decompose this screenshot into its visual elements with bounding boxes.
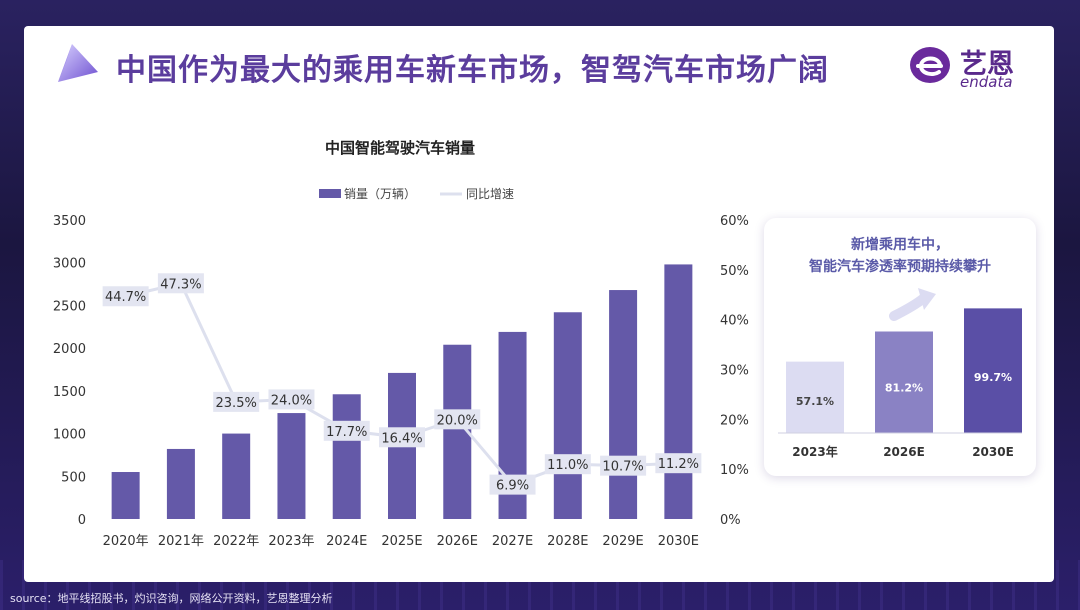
bar (553, 312, 582, 519)
penetration-title-line-1: 新增乘用车中， (851, 237, 949, 253)
y-tick-left: 500 (61, 470, 86, 485)
y-tick-left: 2500 (53, 299, 86, 314)
growth-label: 44.7% (105, 290, 146, 305)
slide-title: 中国作为最大的乘用车新车市场，智驾汽车市场广阔 (116, 53, 829, 88)
penetration-x-label: 2026E (883, 445, 925, 459)
x-tick-label: 2024E (326, 534, 367, 549)
growth-label: 20.0% (437, 413, 478, 428)
y-tick-right: 50% (720, 264, 749, 279)
penetration-title-line-2: 智能汽车渗透率预期持续攀升 (809, 259, 991, 275)
growth-label-bg (434, 409, 481, 430)
growth-label-bg (102, 286, 149, 307)
penetration-x-label: 2023年 (792, 444, 837, 459)
x-tick-label: 2030E (658, 534, 699, 549)
x-tick-label: 2021年 (158, 534, 204, 549)
growth-label: 23.5% (216, 396, 257, 411)
y-tick-right: 10% (720, 463, 749, 478)
bar (166, 448, 195, 519)
growth-label: 47.3% (160, 277, 201, 292)
logo-en-text: endata (960, 73, 1013, 91)
penetration-value-label: 57.1% (796, 395, 834, 408)
x-tick-label: 2020年 (103, 534, 149, 549)
penetration-bar (964, 308, 1022, 433)
growth-label-bg (213, 391, 260, 412)
growth-label: 11.0% (547, 458, 588, 473)
y-tick-right: 30% (720, 364, 749, 379)
bar (332, 394, 361, 519)
growth-label-bg (157, 273, 204, 294)
bar (664, 264, 693, 519)
y-tick-left: 0 (78, 513, 86, 528)
penetration-value-label: 99.7% (974, 371, 1012, 384)
penetration-bar (786, 361, 844, 433)
bar (277, 413, 306, 519)
y-tick-left: 1000 (53, 428, 86, 443)
growth-label-bg (655, 453, 702, 474)
bar (222, 433, 251, 519)
title-prism-icon (58, 44, 98, 82)
bar (111, 472, 140, 519)
penetration-card: 新增乘用车中， 智能汽车渗透率预期持续攀升 57.1% 2023年 81.2% 202… (764, 218, 1036, 476)
growth-label: 6.9% (496, 479, 529, 494)
penetration-title: 新增乘用车中， 智能汽车渗透率预期持续攀升 (764, 234, 1036, 278)
source-note: source：地平线招股书，灼识咨询，网络公开资料，艺恩整理分析 (10, 592, 333, 605)
growth-label-bg (544, 454, 591, 475)
penetration-x-label: 2030E (972, 445, 1014, 459)
x-tick-label: 2022年 (213, 534, 259, 549)
growth-label: 24.0% (271, 393, 312, 408)
y-tick-right: 20% (720, 413, 749, 428)
x-tick-label: 2028E (547, 534, 588, 549)
growth-label-bg (379, 427, 425, 448)
penetration-value-label: 81.2% (885, 381, 923, 394)
x-tick-label: 2023年 (268, 534, 314, 549)
legend-bar-label: 销量（万辆） (344, 187, 416, 201)
rising-arrow-icon (889, 288, 936, 321)
legend-bar-swatch (319, 189, 341, 198)
growth-label: 11.2% (658, 457, 699, 472)
logo-cn-text: 艺恩 (960, 49, 1014, 80)
endata-logo: 艺恩 endata (908, 40, 1038, 91)
growth-label-bg (489, 474, 536, 495)
endata-logo-icon (910, 47, 950, 83)
penetration-bar (875, 331, 933, 433)
growth-label-bg (323, 420, 370, 441)
y-tick-left: 2000 (53, 342, 86, 357)
x-tick-label: 2026E (437, 534, 478, 549)
x-tick-label: 2025E (381, 534, 422, 549)
y-tick-right: 0% (720, 513, 741, 528)
growth-label: 17.7% (326, 425, 367, 440)
y-tick-right: 60% (720, 214, 749, 229)
y-tick-left: 3500 (53, 214, 86, 229)
y-tick-left: 3000 (53, 257, 86, 272)
chart-legend: 销量（万辆） 同比增速 (319, 187, 514, 201)
x-tick-label: 2027E (492, 534, 533, 549)
growth-label-bg (600, 455, 647, 476)
growth-label-bg (268, 389, 315, 410)
legend-line-label: 同比增速 (466, 187, 514, 201)
growth-label: 16.4% (381, 431, 422, 446)
penetration-chart: 57.1% 2023年 81.2% 2026E 99.7% 2030E (778, 288, 1022, 459)
chart-title: 中国智能驾驶汽车销量 (325, 139, 475, 157)
x-tick-label: 2029E (602, 534, 643, 549)
y-tick-right: 40% (720, 314, 749, 329)
growth-label: 10.7% (602, 460, 643, 475)
y-tick-left: 1500 (53, 385, 86, 400)
bar (609, 290, 638, 519)
